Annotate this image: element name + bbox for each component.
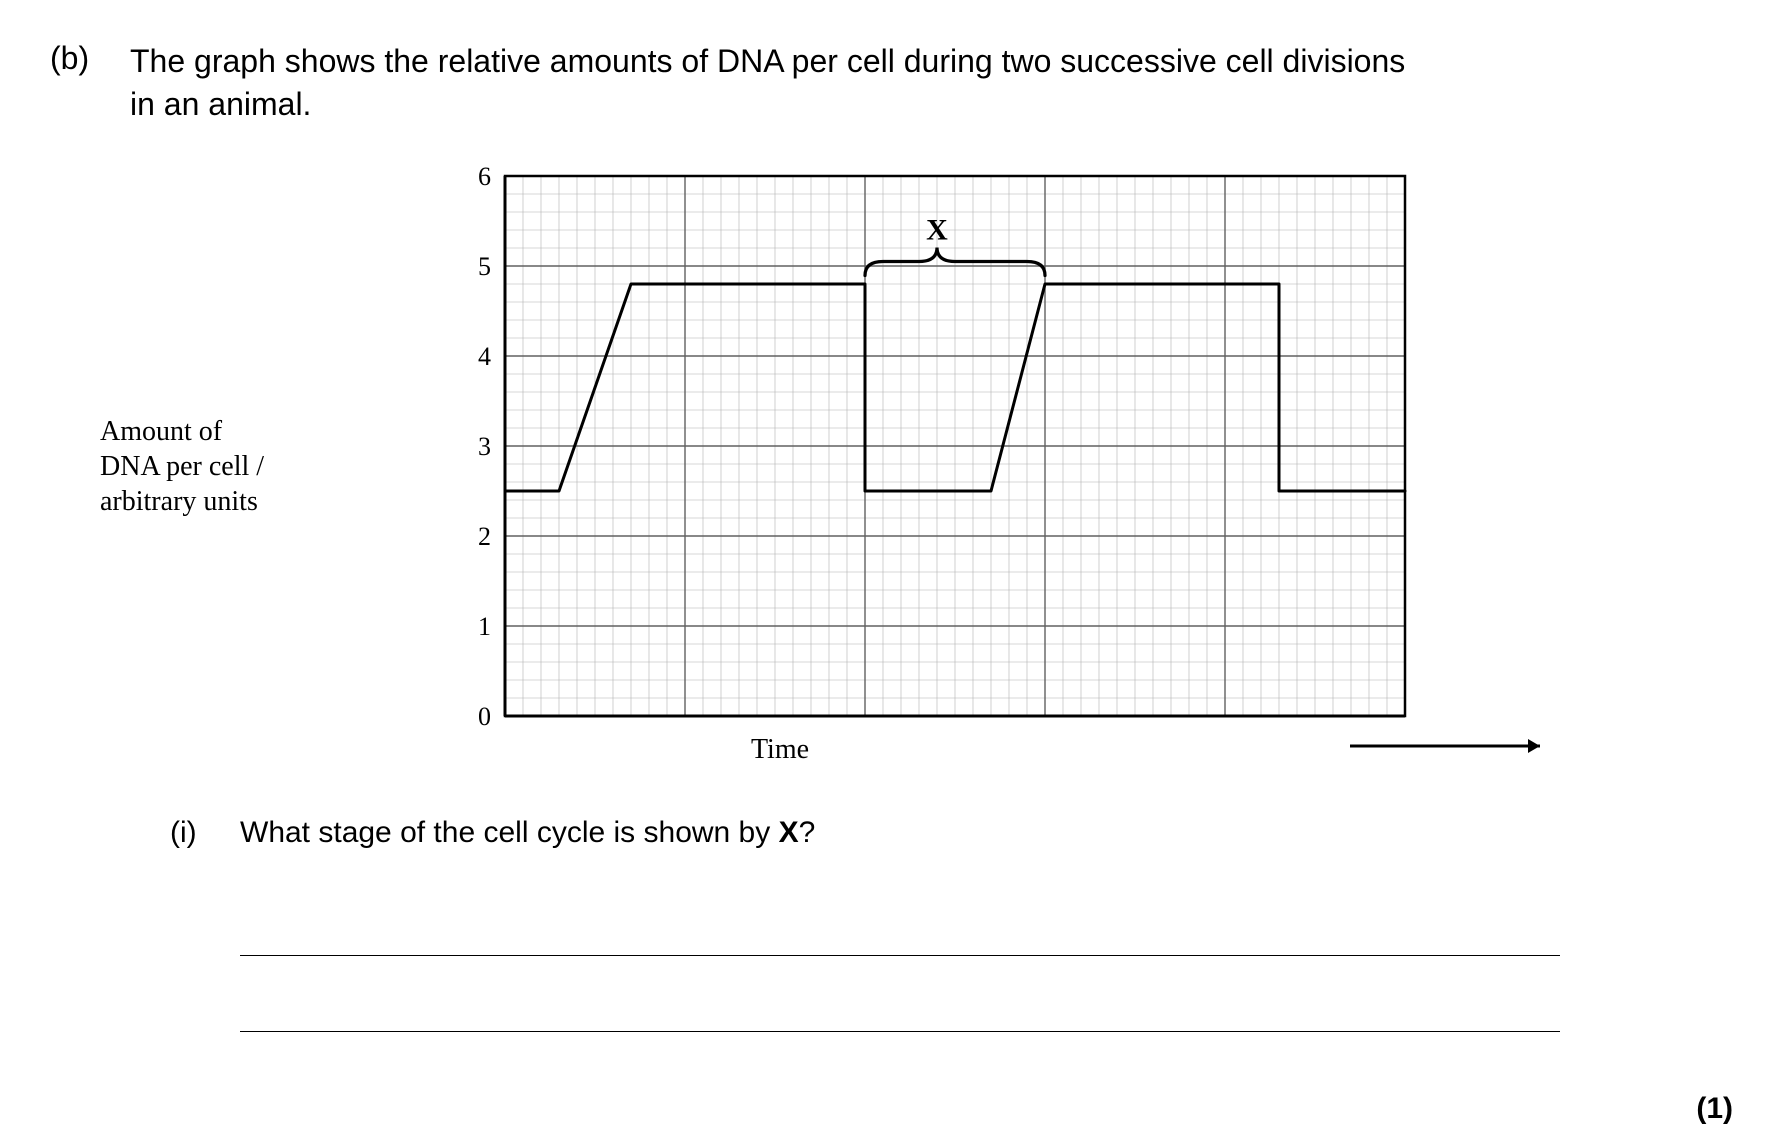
answer-line-2[interactable] <box>240 976 1560 1032</box>
sub-prefix: What stage of the cell cycle is shown by <box>240 816 779 849</box>
sub-bold-x: X <box>779 816 799 849</box>
sub-label-i: (i) <box>170 816 240 850</box>
part-b-row: (b) The graph shows the relative amounts… <box>50 40 1728 126</box>
stem-line1: The graph shows the relative amounts of … <box>130 43 1405 79</box>
sub-suffix: ? <box>799 816 816 849</box>
marks-label: (1) <box>1696 1092 1733 1126</box>
answer-line-1[interactable] <box>240 900 1560 956</box>
dna-graph: 0 1 2 3 4 5 6 X <box>310 166 1570 726</box>
svg-text:3: 3 <box>478 432 491 461</box>
part-label-b: (b) <box>50 40 130 77</box>
svg-text:4: 4 <box>478 342 491 371</box>
answer-lines <box>240 900 1728 1032</box>
sub-text-i: What stage of the cell cycle is shown by… <box>240 816 815 850</box>
y-axis-label: Amount of DNA per cell / arbitrary units <box>100 414 300 519</box>
stem-line2: in an animal. <box>130 86 311 122</box>
x-axis-label: Time <box>310 734 1250 766</box>
y-label-3: arbitrary units <box>100 486 258 517</box>
exam-page: (b) The graph shows the relative amounts… <box>0 0 1778 1146</box>
graph-area: Amount of DNA per cell / arbitrary units… <box>100 166 1728 766</box>
svg-text:5: 5 <box>478 252 491 281</box>
svg-text:2: 2 <box>478 522 491 551</box>
y-label-1: Amount of <box>100 416 222 447</box>
question-stem: The graph shows the relative amounts of … <box>130 40 1405 126</box>
svg-text:1: 1 <box>478 612 491 641</box>
svg-text:6: 6 <box>478 166 491 191</box>
subquestion-i: (i) What stage of the cell cycle is show… <box>170 816 1728 850</box>
svg-text:X: X <box>926 214 948 247</box>
svg-text:0: 0 <box>478 702 491 726</box>
graph-column: 0 1 2 3 4 5 6 X Time <box>310 166 1570 766</box>
y-label-2: DNA per cell / <box>100 451 264 482</box>
